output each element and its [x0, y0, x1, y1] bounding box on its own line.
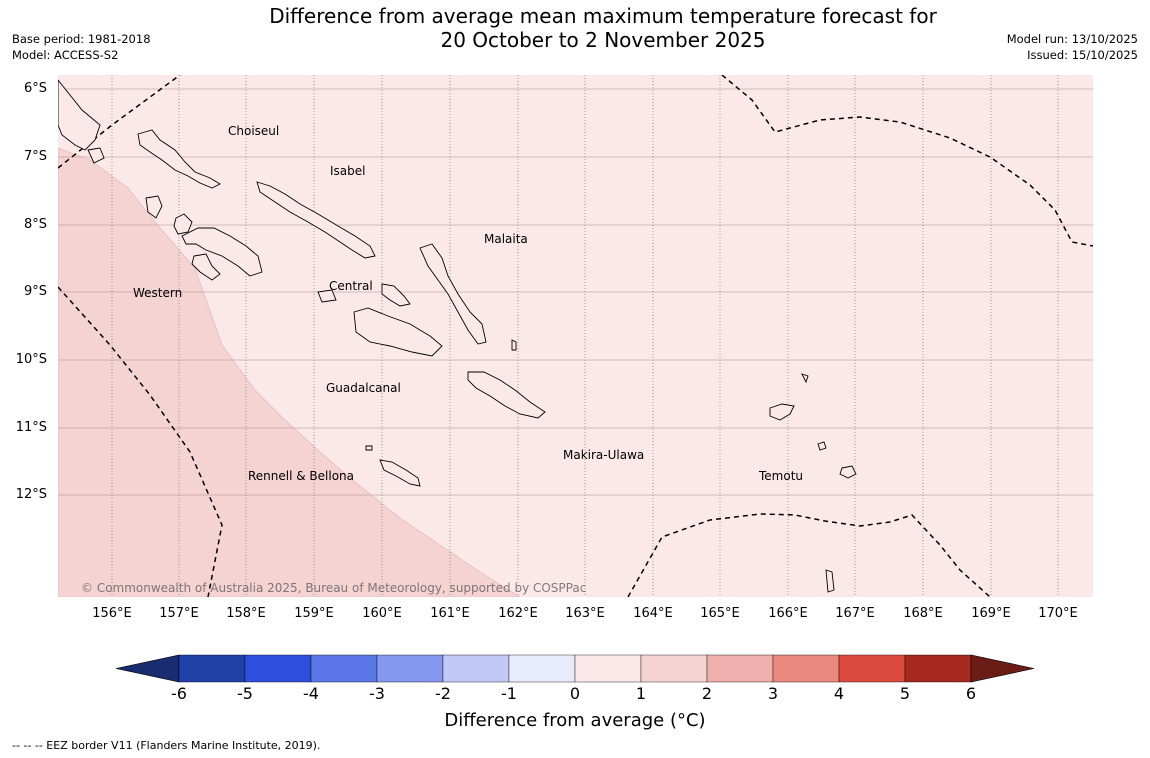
place-choiseul: Choiseul — [228, 124, 279, 138]
lon-label: 167°E — [835, 606, 875, 621]
place-malaita: Malaita — [484, 232, 528, 246]
rennell-coast — [379, 459, 421, 487]
choiseul-coast — [137, 129, 221, 189]
colorbar-segments — [115, 654, 1035, 683]
lon-label: 169°E — [971, 606, 1011, 621]
colorbar-tick-label: -6 — [171, 684, 187, 703]
map-title: Difference from average mean maximum tem… — [0, 4, 1150, 52]
lon-label: 166°E — [768, 606, 808, 621]
base-period: Base period: 1981-2018 — [12, 32, 151, 46]
place-guadalcanal: Guadalcanal — [326, 381, 401, 395]
colorbar-segment — [904, 654, 972, 683]
lat-label: 8°S — [23, 217, 47, 232]
lon-label: 157°E — [159, 606, 199, 621]
map-canvas: Choiseul Isabel Malaita Western Central … — [58, 75, 1093, 597]
colorbar-segment — [508, 654, 576, 683]
colorbar-tick-label: 6 — [965, 684, 977, 703]
copyright-notice: © Commonwealth of Australia 2025, Bureau… — [81, 581, 586, 595]
colorbar-tick-label: 5 — [899, 684, 911, 703]
colorbar-over-extension — [970, 654, 1035, 683]
lon-label: 164°E — [633, 606, 673, 621]
colorbar-tick-label: -1 — [501, 684, 517, 703]
colorbar-tick-label: -2 — [435, 684, 451, 703]
lon-label: 159°E — [294, 606, 334, 621]
colorbar-segment — [244, 654, 312, 683]
graticule — [58, 88, 1093, 496]
colorbar-segment — [442, 654, 510, 683]
lon-label: 162°E — [498, 606, 538, 621]
colorbar-tick-label: 1 — [635, 684, 647, 703]
place-western: Western — [133, 286, 182, 300]
model-run: Model run: 13/10/2025 — [1006, 32, 1138, 46]
colorbar-tick-label: 2 — [701, 684, 713, 703]
lon-label: 158°E — [226, 606, 266, 621]
lat-label: 11°S — [15, 420, 47, 435]
colorbar-segment — [310, 654, 378, 683]
model-name: Model: ACCESS-S2 — [12, 48, 119, 62]
guadalcanal-coast — [353, 307, 443, 357]
colorbar-tick-label: -5 — [237, 684, 253, 703]
lat-label: 12°S — [15, 487, 47, 502]
colorbar-segment — [178, 654, 246, 683]
lon-label: 168°E — [903, 606, 943, 621]
colorbar — [115, 654, 1035, 683]
place-makira-ulawa: Makira-Ulawa — [563, 448, 644, 462]
colorbar-tick-label: -4 — [303, 684, 319, 703]
coastlines — [58, 79, 857, 593]
place-temotu: Temotu — [758, 469, 803, 483]
title-line-1: Difference from average mean maximum tem… — [269, 4, 937, 28]
colorbar-under-extension — [115, 654, 180, 683]
colorbar-title: Difference from average (°C) — [444, 710, 706, 731]
new-georgia-coast — [181, 227, 263, 277]
makira-coast — [467, 371, 546, 419]
place-isabel: Isabel — [330, 164, 365, 178]
title-line-2: 20 October to 2 November 2025 — [440, 28, 766, 52]
colorbar-tick-label: 0 — [569, 684, 581, 703]
colorbar-segment — [838, 654, 906, 683]
place-central: Central — [329, 279, 373, 293]
lon-label: 156°E — [92, 606, 132, 621]
lat-label: 7°S — [23, 149, 47, 164]
colorbar-segment — [772, 654, 840, 683]
lon-label: 165°E — [700, 606, 740, 621]
colorbar-segment — [574, 654, 642, 683]
colorbar-tick-label: 4 — [833, 684, 845, 703]
colorbar-tick-label: -3 — [369, 684, 385, 703]
lat-label: 6°S — [23, 81, 47, 96]
lon-label: 170°E — [1038, 606, 1078, 621]
lon-label: 160°E — [362, 606, 402, 621]
malaita-coast — [419, 243, 487, 345]
bougainville-coast — [58, 79, 101, 151]
lat-label: 9°S — [23, 284, 47, 299]
eez-legend-note: -- -- -- EEZ border V11 (Flanders Marine… — [12, 739, 321, 752]
isabel-coast — [256, 181, 376, 259]
colorbar-segment — [376, 654, 444, 683]
issued-date: Issued: 15/10/2025 — [1027, 48, 1138, 62]
colorbar-segment — [706, 654, 774, 683]
meta-right: Model run: 13/10/2025 Issued: 15/10/2025 — [1007, 31, 1138, 63]
lat-label: 10°S — [15, 352, 47, 367]
anomaly-1-2-region — [58, 147, 521, 597]
place-rennell-bellona: Rennell & Bellona — [248, 469, 354, 483]
santa-cruz-coast — [769, 403, 795, 421]
lon-label: 163°E — [565, 606, 605, 621]
meta-left: Base period: 1981-2018 Model: ACCESS-S2 — [12, 31, 151, 63]
lon-label: 161°E — [430, 606, 470, 621]
eez-border — [58, 75, 1093, 597]
colorbar-segment — [640, 654, 708, 683]
colorbar-tick-label: 3 — [767, 684, 779, 703]
